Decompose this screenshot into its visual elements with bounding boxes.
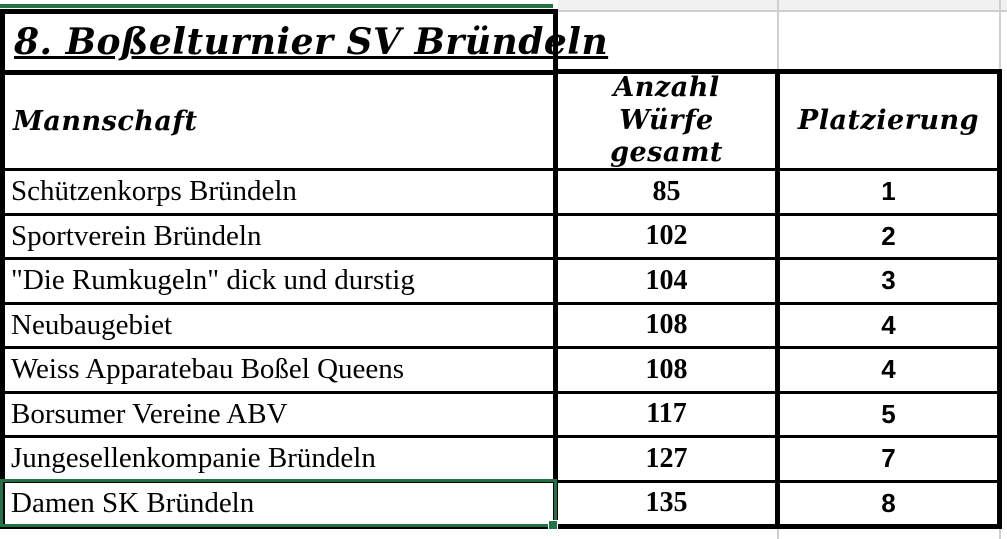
placement-cell[interactable]: 4 [780,304,997,346]
team-cell[interactable]: Neubaugebiet [5,304,553,346]
title-text: 8. Boßelturnier SV Bründeln [14,21,609,63]
gridline-vertical-col-c-top [999,0,1001,69]
team-cell[interactable]: Borsumer Vereine ABV [5,393,553,435]
results-table: Mannschaft Anzahl Würfe gesamt Platzieru… [0,69,1002,529]
gridline-horizontal-top [553,10,1007,12]
placement-cell[interactable]: 4 [780,349,997,391]
header-cell-platzierung[interactable]: Platzierung [780,74,997,168]
partial-row-above [558,0,1007,11]
gridline-vertical-col-b-bottom [777,529,779,539]
team-cell[interactable]: Sportverein Bründeln [5,215,553,257]
team-cell[interactable]: Schützenkorps Bründeln [5,171,553,213]
throws-cell[interactable]: 85 [558,171,775,213]
team-cell[interactable]: Jungesellenkompanie Bründeln [5,438,553,480]
team-cell[interactable]: "Die Rumkugeln" dick und durstig [5,260,553,302]
team-cell[interactable]: Weiss Apparatebau Boßel Queens [5,349,553,391]
header-cell-mannschaft[interactable]: Mannschaft [5,74,553,168]
throws-cell[interactable]: 108 [558,304,775,346]
gridline-vertical-col-c-bottom [999,529,1001,539]
throws-cell[interactable]: 104 [558,260,775,302]
selection-edge-above [0,4,553,8]
placement-cell[interactable]: 2 [780,215,997,257]
throws-cell[interactable]: 127 [558,438,775,480]
fill-handle[interactable] [548,520,558,530]
placement-cell[interactable]: 5 [780,393,997,435]
title-cell[interactable]: 8. Boßelturnier SV Bründeln [0,9,608,75]
placement-cell[interactable]: 3 [780,260,997,302]
throws-cell[interactable]: 108 [558,349,775,391]
header-cell-anzahl-wuerfe[interactable]: Anzahl Würfe gesamt [558,74,775,168]
throws-cell[interactable]: 117 [558,393,775,435]
placement-cell[interactable]: 1 [780,171,997,213]
team-cell[interactable]: Damen SK Bründeln [5,482,553,524]
placement-cell[interactable]: 7 [780,438,997,480]
throws-cell[interactable]: 135 [558,482,775,524]
placement-cell[interactable]: 8 [780,482,997,524]
throws-cell[interactable]: 102 [558,215,775,257]
gridline-vertical-col-b-top [777,0,779,69]
